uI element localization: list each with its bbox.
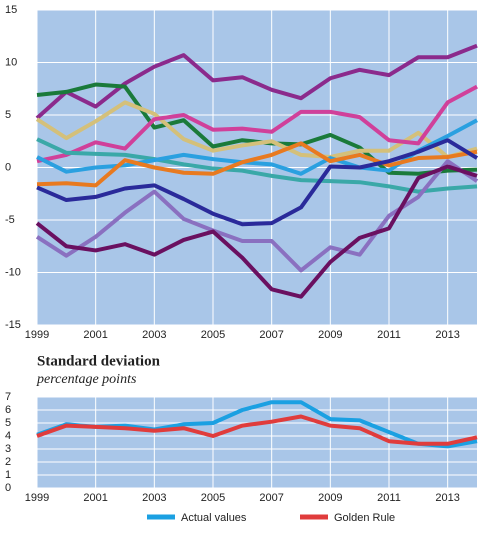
x-tick-label: 2001 <box>83 329 107 341</box>
series-line <box>36 137 478 194</box>
x-tick-label: 2001 <box>83 492 107 504</box>
x-tick-label: 2013 <box>435 329 459 341</box>
y-tick-label: 7 <box>5 391 11 403</box>
y-tick-label: -15 <box>5 319 21 331</box>
y-tick-label: 1 <box>5 469 11 481</box>
x-tick-label: 1999 <box>25 492 49 504</box>
x-tick-label: 2011 <box>377 492 401 504</box>
y-tick-label: 10 <box>5 56 17 68</box>
x-tick-label: 2003 <box>142 492 166 504</box>
series-line <box>36 84 478 164</box>
series-line <box>35 164 478 299</box>
x-tick-label: 2005 <box>201 492 225 504</box>
y-tick-label: 15 <box>5 4 17 16</box>
y-tick-label: -5 <box>5 214 15 226</box>
panel-title: Standard deviation <box>37 353 161 369</box>
y-tick-label: 0 <box>5 482 11 494</box>
legend-label: Actual values <box>181 512 247 524</box>
panel-subtitle: percentage points <box>36 372 137 387</box>
x-tick-label: 2009 <box>318 492 342 504</box>
x-tick-label: 2013 <box>435 492 459 504</box>
x-tick-label: 2007 <box>259 329 283 341</box>
x-tick-label: 2005 <box>201 329 225 341</box>
y-tick-label: 2 <box>5 456 11 468</box>
legend-label: Golden Rule <box>334 512 395 524</box>
x-tick-label: 1999 <box>25 329 49 341</box>
x-tick-label: 2011 <box>377 329 401 341</box>
y-tick-label: 0 <box>5 161 11 173</box>
y-tick-label: 5 <box>5 109 11 121</box>
x-tick-label: 2009 <box>318 329 342 341</box>
y-tick-label: 5 <box>5 417 11 429</box>
series-line <box>36 414 478 446</box>
x-tick-label: 2003 <box>142 329 166 341</box>
y-tick-label: 3 <box>5 443 11 455</box>
series-line <box>36 141 478 188</box>
x-tick-label: 2007 <box>259 492 283 504</box>
series-line <box>35 43 478 120</box>
y-tick-label: 4 <box>5 430 11 442</box>
y-tick-label: -10 <box>5 266 21 278</box>
y-tick-label: 6 <box>5 404 11 416</box>
series-line <box>36 138 479 227</box>
